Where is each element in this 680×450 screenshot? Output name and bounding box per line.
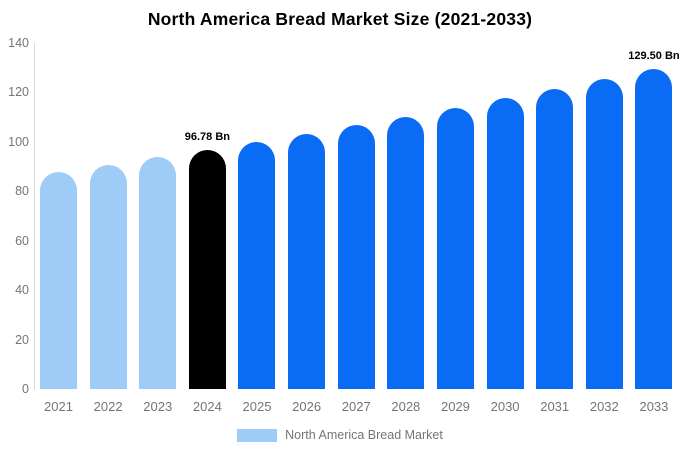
bar-2023[interactable]	[139, 157, 177, 389]
x-label-2031: 2031	[540, 399, 570, 414]
x-label-2026: 2026	[292, 399, 322, 414]
y-axis-line	[34, 43, 35, 390]
bar-2028[interactable]	[387, 116, 425, 389]
bar-2029[interactable]	[436, 107, 474, 389]
x-label-2023: 2023	[143, 399, 173, 414]
x-label-2030: 2030	[490, 399, 520, 414]
x-label-2025: 2025	[242, 399, 272, 414]
x-label-2027: 2027	[341, 399, 371, 414]
legend-label: North America Bread Market	[285, 428, 443, 442]
bar-2027[interactable]	[337, 125, 375, 389]
y-tick-140: 140	[8, 36, 29, 50]
bar-2025[interactable]	[238, 141, 276, 389]
y-tick-100: 100	[8, 134, 29, 149]
x-label-2022: 2022	[93, 399, 123, 414]
y-tick-60: 60	[15, 233, 29, 248]
bar-2031[interactable]	[536, 88, 574, 389]
bar-2024[interactable]	[188, 149, 226, 389]
y-tick-80: 80	[15, 184, 29, 199]
bar-2021[interactable]	[40, 171, 77, 389]
value-label-2033: 129.50 Bn	[628, 49, 680, 62]
x-label-2028: 2028	[391, 399, 421, 414]
chart-title: North America Bread Market Size (2021-20…	[147, 9, 533, 29]
value-label-2024: 96.78 Bn	[184, 130, 230, 143]
legend-swatch	[237, 428, 278, 442]
x-label-2024: 2024	[192, 399, 222, 414]
y-tick-40: 40	[15, 283, 29, 298]
bar-2026[interactable]	[288, 133, 326, 389]
y-tick-120: 120	[8, 85, 29, 100]
bar-2022[interactable]	[89, 164, 127, 389]
y-tick-0: 0	[22, 382, 29, 396]
x-label-2033: 2033	[639, 399, 669, 414]
bar-2032[interactable]	[585, 79, 623, 389]
legend[interactable]: North America Bread Market	[0, 428, 680, 442]
x-label-2029: 2029	[440, 399, 470, 414]
x-label-2021: 2021	[44, 399, 73, 414]
x-label-2032: 2032	[589, 399, 619, 414]
bar-2030[interactable]	[486, 98, 524, 389]
y-tick-20: 20	[15, 332, 29, 347]
bar-2033[interactable]	[635, 68, 673, 389]
